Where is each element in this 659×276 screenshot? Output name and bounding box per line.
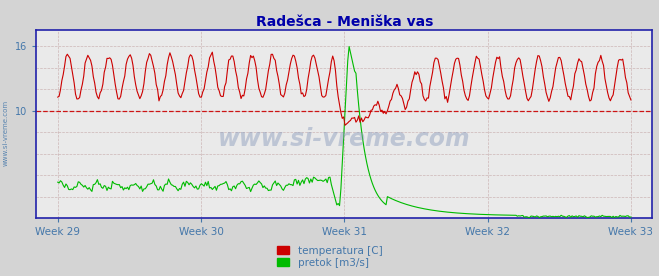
Legend: temperatura [C], pretok [m3/s]: temperatura [C], pretok [m3/s] [273, 242, 386, 271]
Text: www.si-vreme.com: www.si-vreme.com [2, 99, 9, 166]
Title: Radešca - Meniška vas: Radešca - Meniška vas [256, 15, 433, 29]
Text: www.si-vreme.com: www.si-vreme.com [218, 127, 471, 151]
